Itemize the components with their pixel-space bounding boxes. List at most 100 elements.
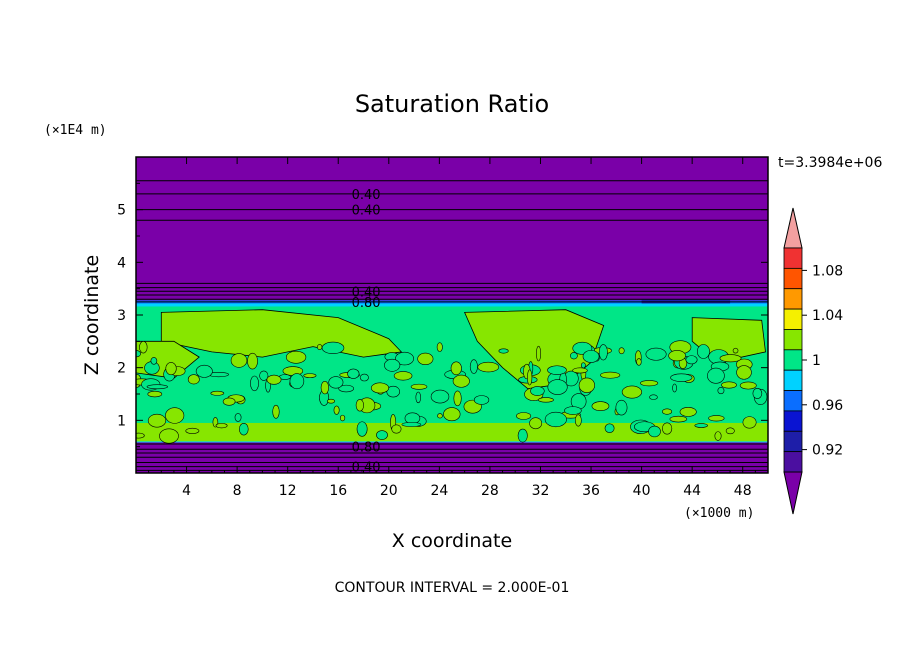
turbulent-cell (570, 352, 578, 360)
colorbar-segment (783, 267, 803, 290)
colorbar-segment (783, 329, 803, 351)
turbulent-cell (355, 399, 364, 412)
colorbar-segment (783, 288, 803, 310)
x-unit-label: (×1000 m) (684, 506, 754, 521)
turbulent-cell (401, 422, 422, 427)
turbulent-cell (165, 362, 177, 376)
turbulent-cell (645, 347, 667, 361)
turbulent-cell (289, 373, 305, 390)
turbulent-cell (320, 380, 329, 395)
colorbar-segment (783, 430, 803, 453)
colorbar-segment (783, 451, 803, 473)
turbulent-cell (621, 385, 643, 399)
y-axis-ticks: 1 2 3 4 5 (117, 182, 768, 448)
turbulent-cell (529, 417, 543, 430)
turbulent-cell (473, 395, 490, 405)
turbulent-cell (739, 381, 757, 390)
turbulent-cell (317, 344, 323, 350)
turbulent-cell (272, 404, 280, 419)
chart-title: Saturation Ratio (355, 90, 549, 118)
x-tick-label: 4 (182, 483, 191, 499)
turbulent-cell (708, 415, 725, 422)
turbulent-cell (234, 413, 242, 422)
turbulent-cell (636, 358, 642, 366)
x-tick-label: 40 (633, 483, 651, 499)
colorbar-segment (783, 390, 803, 412)
turbulent-cell (230, 353, 248, 368)
turbulent-cell (391, 424, 402, 434)
colorbar-label: 0.96 (812, 398, 843, 414)
turbulent-cell (742, 416, 757, 429)
turbulent-cell (356, 421, 368, 437)
turbulent-cell (410, 383, 428, 390)
turbulent-cell (564, 406, 582, 415)
colorbar-label: 1.08 (812, 263, 843, 279)
turbulent-cell (247, 352, 258, 370)
turbulent-cell (685, 355, 698, 365)
x-axis-title: X coordinate (392, 530, 512, 552)
turbulent-cell (719, 354, 742, 363)
turbulent-cell (578, 377, 596, 393)
turbulent-cell (285, 350, 307, 364)
turbulent-cell (187, 374, 200, 385)
contour-interval-label: CONTOUR INTERVAL = 2.000E-01 (335, 580, 570, 596)
turbulent-cell (498, 348, 509, 354)
turbulent-cell (222, 397, 236, 406)
turbulent-cell (239, 422, 249, 436)
turbulent-cell (574, 414, 582, 427)
x-axis-ticks: 4 8 12 16 20 24 28 32 36 40 44 48 (148, 157, 756, 499)
turbulent-cell (159, 428, 179, 444)
turbulent-cell (591, 401, 610, 411)
contour-label: 0.80 (352, 441, 381, 456)
turbulent-cell (618, 347, 625, 355)
turbulent-cell (376, 430, 388, 440)
turbulent-cell (721, 381, 737, 389)
turbulent-cell (696, 344, 710, 359)
turbulent-cell (615, 399, 628, 416)
x-tick-label: 44 (683, 483, 701, 499)
turbulent-cell (450, 361, 462, 376)
y-tick-label: 5 (117, 203, 126, 219)
dry-contour-lines (136, 180, 768, 471)
turbulent-cell (544, 411, 567, 428)
turbulent-cell (452, 374, 470, 388)
turbulent-cell (694, 423, 708, 428)
turbulent-cell (580, 362, 586, 369)
turbulent-cell (669, 415, 688, 423)
x-tick-label: 28 (481, 483, 499, 499)
y-unit-label: (×1E4 m) (44, 123, 107, 138)
supersaturated-patch (691, 317, 766, 363)
turbulent-cell (717, 387, 725, 395)
colorbar-segment (783, 308, 803, 330)
x-tick-label: 20 (380, 483, 398, 499)
turbulent-cell (477, 361, 500, 373)
turbulent-cell (725, 427, 735, 435)
colorbar-segment (783, 349, 803, 371)
turbulent-cell (714, 431, 722, 441)
turbulent-cell (395, 351, 414, 366)
turbulent-cell (547, 365, 567, 375)
plot-area (136, 157, 768, 473)
colorbar-label: 0.92 (812, 443, 843, 459)
turbulent-cell (537, 397, 554, 403)
colorbar-segment (783, 410, 803, 432)
turbulent-cell (679, 407, 697, 417)
x-tick-label: 36 (582, 483, 600, 499)
turbulent-cell (146, 384, 168, 390)
x-tick-label: 16 (329, 483, 347, 499)
turbulent-cell (136, 432, 145, 439)
turbulent-cell (662, 408, 673, 415)
turbulent-cell (707, 367, 725, 384)
colorbar-under-arrow (783, 471, 803, 515)
turbulent-cell (732, 347, 739, 354)
turbulent-cell (604, 423, 615, 433)
turbulent-cell (649, 394, 658, 400)
turbulent-cell (147, 390, 163, 398)
contour-label: 0.80 (352, 296, 381, 311)
moist-edge-top (136, 300, 768, 306)
turbulent-cell (582, 350, 600, 363)
turbulent-cell (215, 423, 228, 429)
time-label: t=3.3984e+06 (778, 155, 882, 171)
x-tick-label: 8 (233, 483, 242, 499)
